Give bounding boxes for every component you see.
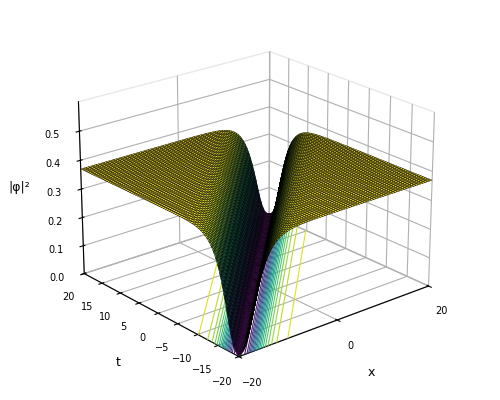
- X-axis label: x: x: [368, 366, 375, 378]
- Y-axis label: t: t: [116, 356, 121, 368]
